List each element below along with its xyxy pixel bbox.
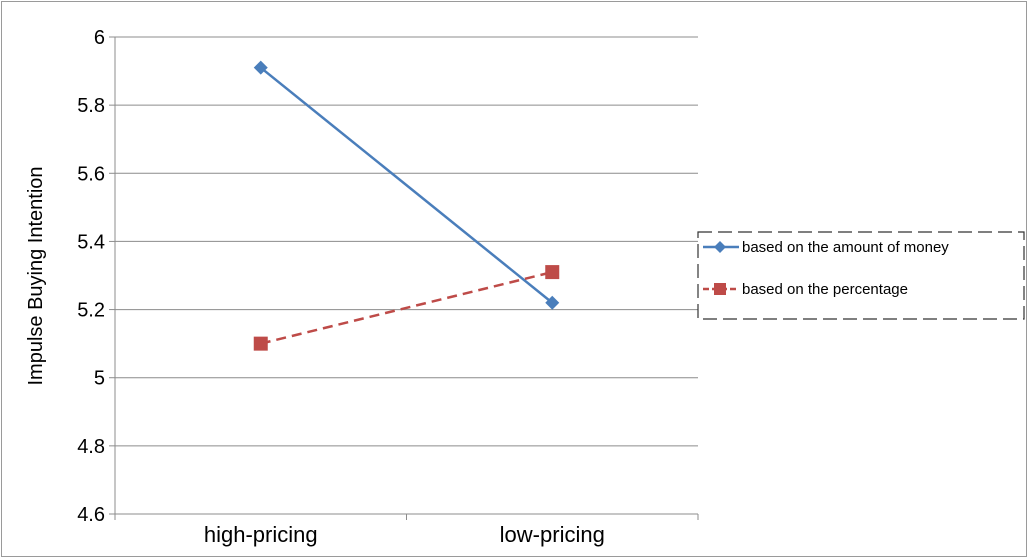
series-line bbox=[259, 66, 554, 304]
x-tick-label: high-pricing bbox=[204, 522, 318, 547]
y-tick-label: 5 bbox=[94, 368, 105, 390]
y-tick-label: 5.4 bbox=[77, 231, 105, 253]
legend-marker-square bbox=[714, 283, 726, 295]
legend-label-amount: based on the amount of money bbox=[742, 239, 949, 256]
legend-label-percentage: based on the percentage bbox=[742, 281, 908, 298]
data-point bbox=[253, 336, 268, 351]
legend-marker-diamond bbox=[714, 241, 726, 253]
y-tick-label: 4.6 bbox=[77, 504, 105, 526]
data-point bbox=[545, 295, 560, 310]
y-axis-label: Impulse Buying Intention bbox=[25, 166, 47, 385]
y-tick-labels: 4.6 4.8 5 5.2 5.4 5.6 5.8 6 bbox=[77, 27, 105, 526]
series-line bbox=[260, 270, 553, 345]
y-tick-label: 5.6 bbox=[77, 163, 105, 185]
y-tick-label: 4.8 bbox=[77, 436, 105, 458]
series-group bbox=[253, 60, 560, 351]
axes bbox=[114, 37, 699, 520]
y-tick-label: 6 bbox=[94, 27, 105, 49]
legend: based on the amount of money based on th… bbox=[697, 231, 1025, 320]
legend-box bbox=[697, 231, 1025, 320]
y-tick-label: 5.2 bbox=[77, 300, 105, 322]
x-tick-labels: high-pricing low-pricing bbox=[204, 522, 605, 547]
gridlines bbox=[109, 36, 698, 515]
data-point bbox=[253, 60, 268, 75]
data-point bbox=[545, 265, 560, 280]
x-tick-label: low-pricing bbox=[500, 522, 605, 547]
y-tick-label: 5.8 bbox=[77, 95, 105, 117]
